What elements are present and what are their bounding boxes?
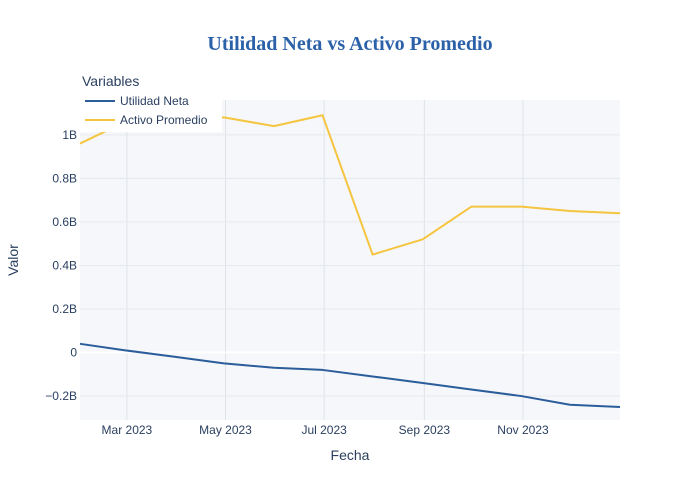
y-tick-label: 0.6B: [52, 215, 77, 229]
legend-label: Activo Promedio: [120, 113, 208, 127]
x-tick-label: Nov 2023: [497, 423, 549, 437]
legend-background: [80, 89, 222, 132]
plot-area: [80, 100, 620, 420]
y-tick-label: 0.8B: [52, 171, 77, 185]
x-axis-title: Fecha: [331, 447, 370, 463]
legend-item-utilidad-neta[interactable]: Utilidad Neta: [85, 94, 189, 108]
legend-item-activo-promedio[interactable]: Activo Promedio: [85, 113, 208, 127]
legend-label: Utilidad Neta: [120, 94, 189, 108]
y-tick-label: 0.2B: [52, 302, 77, 316]
x-tick-label: Sep 2023: [399, 423, 451, 437]
x-gridlines: [126, 100, 524, 420]
legend[interactable]: Variables Utilidad Neta Activo Promedio: [80, 73, 222, 132]
legend-title: Variables: [82, 73, 139, 89]
y-axis-title: Valor: [5, 244, 21, 276]
x-tick-label: May 2023: [199, 423, 252, 437]
y-tick-label: 1B: [62, 128, 77, 142]
series-line-utilidad-neta: [79, 342, 621, 408]
x-tick-label: Mar 2023: [102, 423, 153, 437]
chart-title: Utilidad Neta vs Activo Promedio: [207, 33, 492, 55]
x-tick-labels: Mar 2023 May 2023 Jul 2023 Sep 2023 Nov 2023: [102, 423, 549, 437]
y-gridlines: [80, 134, 620, 397]
y-tick-labels: −0.2B 0 0.2B 0.4B 0.6B 0.8B 1B: [45, 128, 77, 403]
y-tick-label: 0: [70, 346, 77, 360]
y-tick-label: 0.4B: [52, 258, 77, 272]
y-tick-label: −0.2B: [45, 389, 77, 403]
x-tick-label: Jul 2023: [301, 423, 347, 437]
